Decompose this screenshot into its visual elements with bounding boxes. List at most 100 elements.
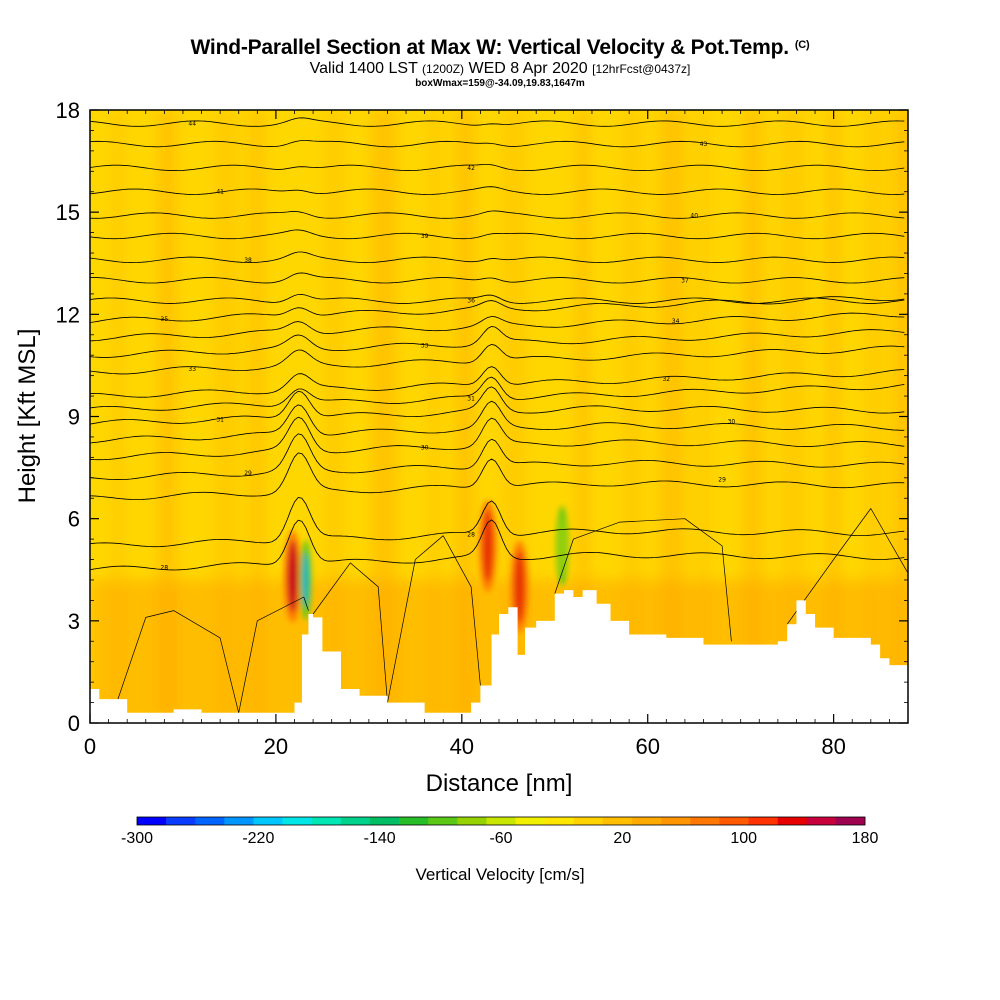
downdraft-core [302, 551, 309, 608]
theta-contour [90, 519, 905, 571]
theta-label: 39 [421, 233, 429, 240]
x-tick-label: 60 [635, 734, 659, 759]
theta-label: 33 [421, 342, 429, 349]
velocity-streak [826, 110, 841, 723]
velocity-streak [742, 110, 763, 723]
colorbar-tick-label: 20 [613, 830, 631, 847]
colorbar-swatch [137, 817, 167, 825]
y-tick-label: 12 [56, 302, 80, 327]
y-tick-label: 18 [56, 98, 80, 123]
theta-contour [90, 117, 905, 127]
x-tick-label: 20 [264, 734, 288, 759]
velocity-contour [554, 518, 732, 642]
theta-contour [90, 312, 905, 342]
theta-label: 28 [161, 565, 169, 572]
colorbar-tick-label: 180 [852, 830, 879, 847]
title-suffix: (C) [794, 39, 810, 51]
theta-contour [90, 497, 905, 548]
colorbar-swatch [253, 817, 283, 825]
chart-subtitle-box: boxWmax=159@-34.09,19.83,1647m [415, 78, 585, 89]
colorbar-tick-label: -220 [242, 830, 274, 847]
title-text: Wind-Parallel Section at Max W: Vertical… [190, 36, 790, 59]
theta-label: 31 [467, 396, 475, 403]
velocity-streak [426, 110, 441, 723]
theta-contour [90, 186, 905, 195]
velocity-contour [312, 562, 388, 703]
theta-contour [90, 140, 905, 148]
subtitle-date: WED 8 Apr 2020 [468, 60, 588, 77]
x-tick-label: 80 [821, 734, 845, 759]
colorbar-swatch [573, 817, 604, 825]
colorbar-tick-label: 100 [730, 830, 757, 847]
colorbar-swatch [369, 817, 400, 825]
colorbar-swatch [661, 817, 691, 825]
y-tick-label: 3 [68, 609, 80, 634]
theta-label: 38 [244, 257, 252, 264]
theta-contour [90, 343, 905, 375]
y-tick-label: 15 [56, 200, 80, 225]
velocity-streak [454, 110, 475, 723]
theta-label: 30 [421, 445, 429, 452]
velocity-contour [238, 596, 309, 713]
colorbar-swatch [166, 817, 196, 825]
velocity-streak [324, 110, 345, 723]
colorbar-title: Vertical Velocity [cm/s] [415, 865, 584, 884]
velocity-contour [387, 535, 481, 703]
theta-contour [90, 416, 905, 461]
colorbar-swatch [311, 817, 342, 825]
theta-contour [90, 452, 905, 500]
theta-contour [90, 400, 905, 444]
colorbar-swatch [457, 817, 487, 825]
theta-contour [90, 366, 905, 398]
colorbar-swatch [632, 817, 662, 825]
colorbar-swatch [777, 817, 808, 825]
theta-label: 28 [467, 532, 475, 539]
velocity-streak [696, 110, 711, 723]
theta-contour [90, 293, 905, 304]
downdraft-core [559, 517, 566, 574]
theta-label: 34 [672, 318, 680, 325]
theta-contour [90, 272, 905, 284]
chart-subtitle: Valid 1400 LST (1200Z) WED 8 Apr 2020 [1… [0, 60, 1000, 78]
theta-label: 29 [718, 477, 726, 484]
colorbar-swatch [719, 817, 749, 825]
y-axis-title: Height [Kft MSL] [14, 329, 41, 504]
theta-contour [90, 229, 905, 240]
colorbar-swatch [428, 817, 458, 825]
velocity-streak [863, 110, 884, 723]
theta-label: 29 [244, 470, 252, 477]
colorbar-swatch [486, 817, 516, 825]
chart-title: Wind-Parallel Section at Max W: Vertical… [0, 36, 1000, 60]
colorbar-tick-label: -60 [489, 830, 512, 847]
theta-label: 33 [188, 366, 196, 373]
theta-contour [90, 433, 905, 481]
velocity-streak [575, 110, 590, 723]
x-tick-label: 0 [84, 734, 96, 759]
colorbar-frame [136, 816, 866, 826]
theta-contour [90, 210, 905, 219]
colorbar-swatch [340, 817, 371, 825]
updraft-core [287, 540, 298, 613]
colorbar-swatch [690, 817, 720, 825]
colorbar-swatch [224, 817, 254, 825]
theta-contour [90, 296, 905, 324]
theta-contour [90, 251, 905, 264]
velocity-streak [110, 110, 125, 723]
colorbar-swatch [544, 817, 575, 825]
subtitle-utc: (1200Z) [422, 62, 465, 76]
colorbar-tick-label: -140 [364, 830, 396, 847]
theta-label: 40 [690, 213, 698, 220]
y-tick-label: 0 [68, 711, 80, 736]
colorbar: -300 -220 -140 -60 20 100 180 [121, 816, 879, 847]
theta-label: 42 [467, 165, 475, 172]
colorbar-swatch [602, 817, 633, 825]
colorbar-swatch [515, 817, 545, 825]
theta-contour [90, 164, 905, 172]
theta-label: 36 [467, 298, 475, 305]
y-tick-label: 6 [68, 507, 80, 532]
theta-label: 37 [681, 277, 689, 284]
theta-contour [90, 326, 905, 358]
colorbar-swatch [282, 817, 313, 825]
theta-label: 44 [188, 121, 196, 128]
